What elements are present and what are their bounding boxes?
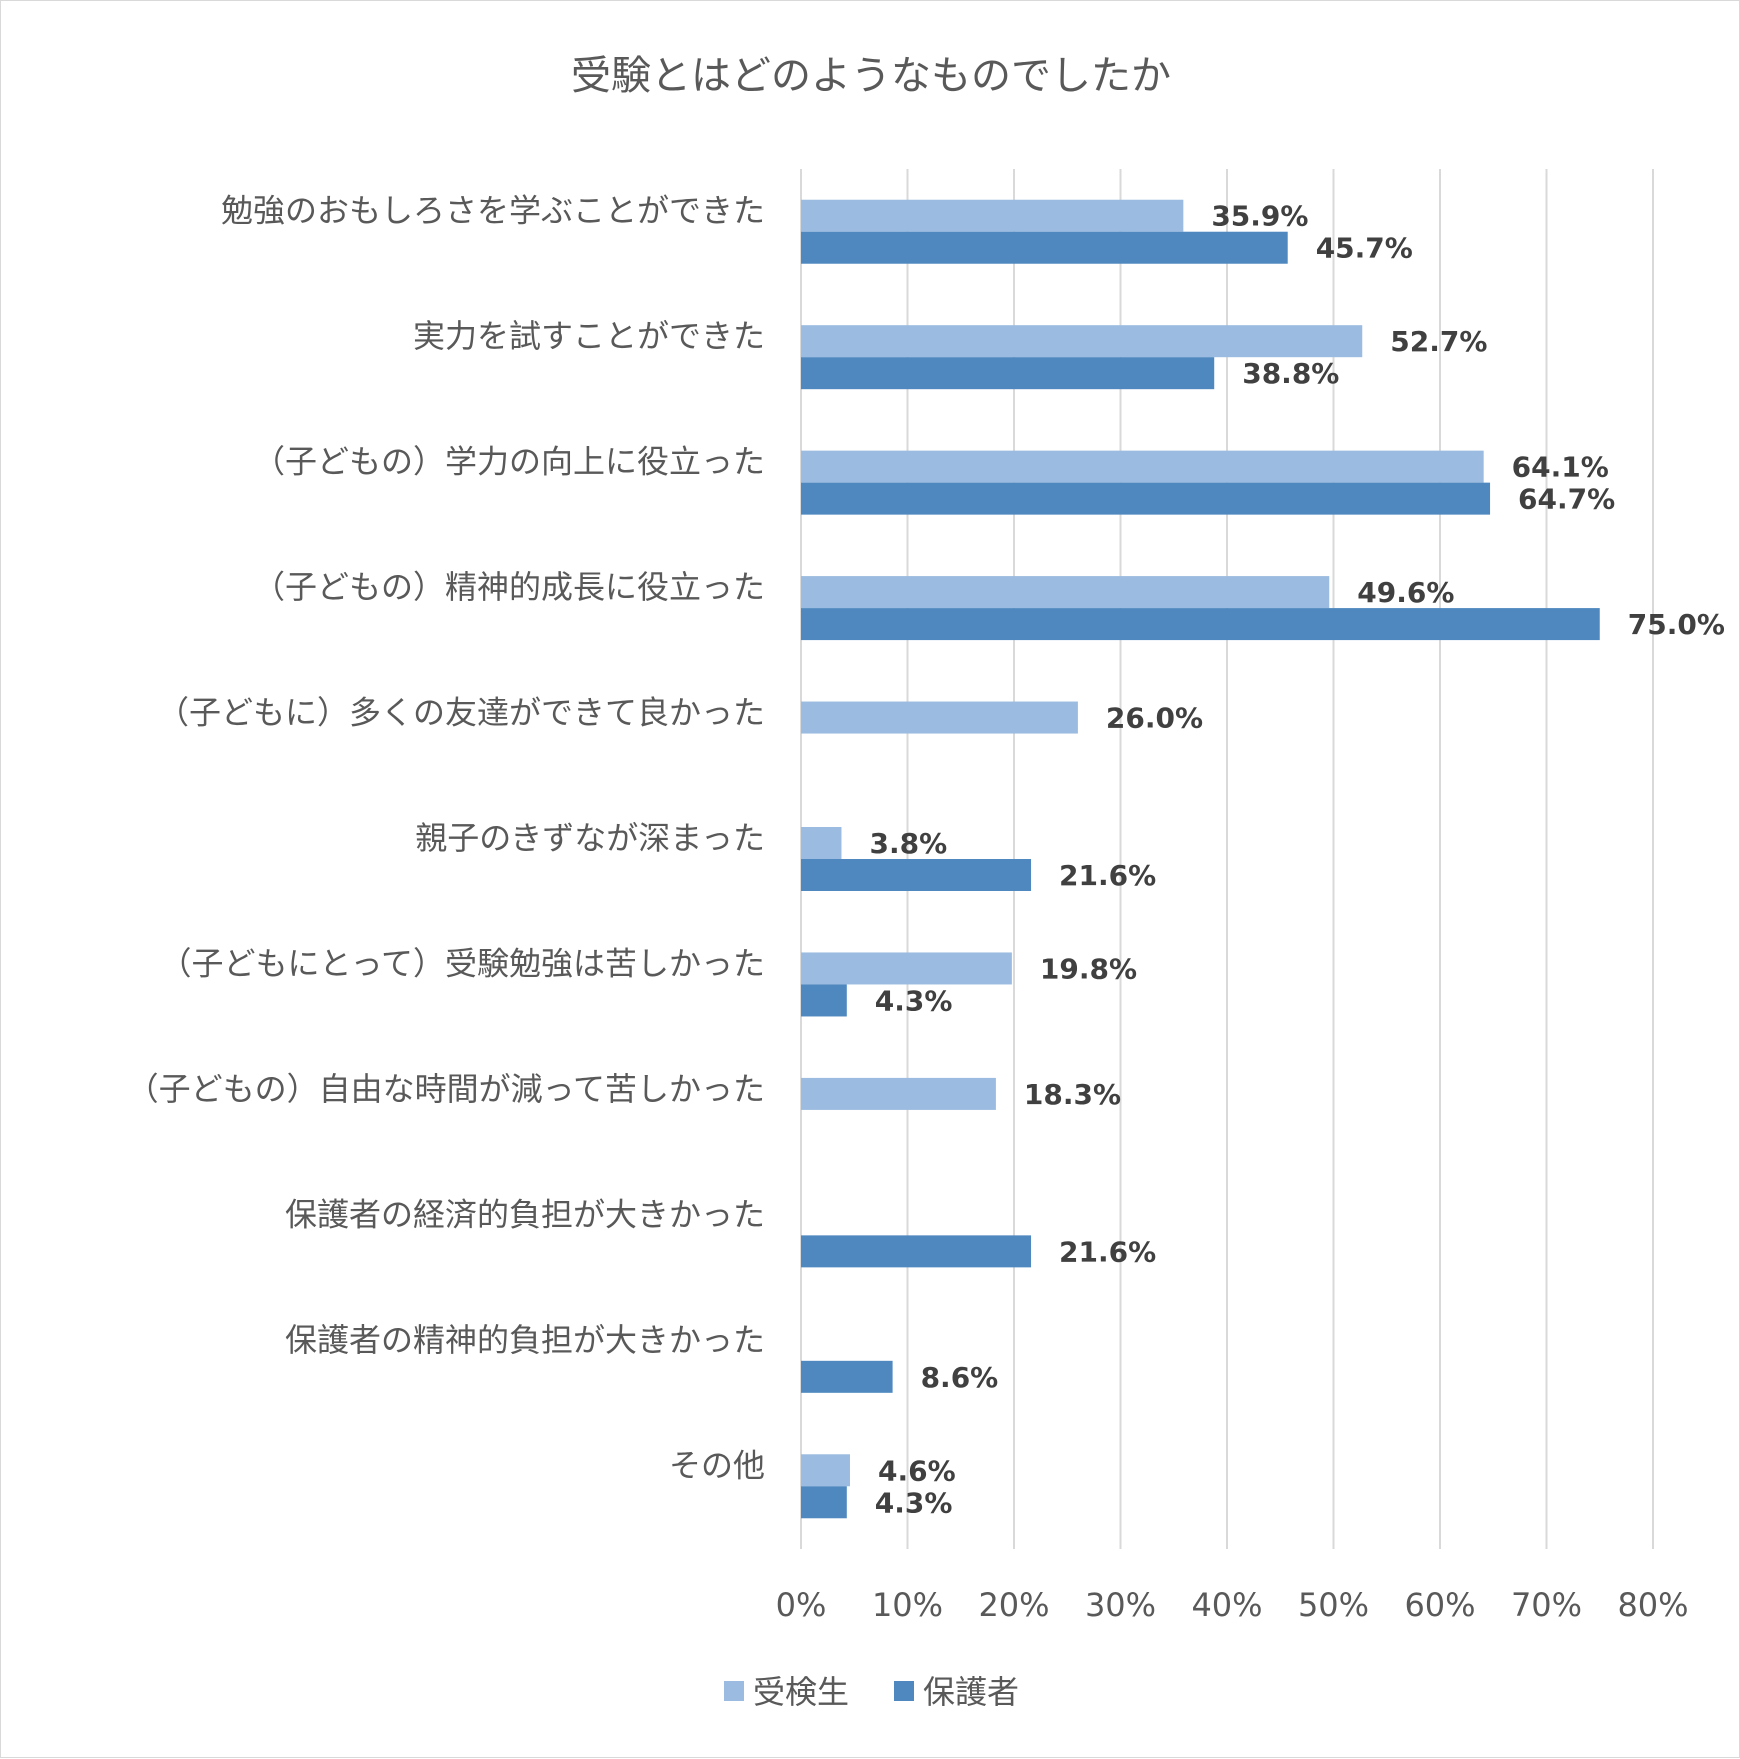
category-label: （子どもにとって）受験勉強は苦しかった [160, 944, 765, 982]
category-label: 保護者の精神的負担が大きかった [285, 1321, 765, 1359]
bar-保護者 [801, 859, 1032, 891]
bar-保護者 [801, 1360, 893, 1393]
category-label: 実力を試すことができた [413, 317, 765, 355]
data-label: 21.6% [1059, 1235, 1156, 1268]
data-label: 45.7% [1316, 232, 1413, 265]
bar-保護者 [801, 231, 1288, 264]
data-label: 4.3% [875, 984, 953, 1017]
category-label: 保護者の経済的負担が大きかった [285, 1195, 765, 1233]
bar-受検生 [801, 450, 1484, 483]
bar-受検生 [801, 1077, 996, 1110]
x-tick-label: 70% [1511, 1586, 1582, 1624]
data-label: 75.0% [1628, 608, 1725, 641]
data-labels: 35.9%45.7% 52.7% 38.8% 64.1%64.7% 49.6% 75.0%… [869, 200, 1724, 1520]
x-tick-label: 0% [776, 1586, 827, 1624]
legend-label-保護者: 保護者 [923, 1673, 1019, 1711]
data-label: 26.0% [1106, 702, 1203, 735]
data-label: 64.7% [1518, 483, 1615, 516]
bar-受検生 [801, 701, 1078, 734]
category-label: その他 [669, 1446, 765, 1484]
x-tick-label: 80% [1617, 1586, 1688, 1624]
gridlines [800, 169, 1654, 1549]
bar-保護者 [801, 482, 1491, 515]
bar-保護者 [801, 1486, 847, 1519]
data-label: 35.9% [1211, 200, 1308, 233]
category-label: （子どもの）学力の向上に役立った [253, 443, 765, 481]
bar-受検生 [801, 827, 842, 859]
x-tick-label: 10% [872, 1586, 943, 1624]
category-label: 親子のきずなが深まった [415, 819, 765, 857]
bar-受検生 [801, 325, 1363, 358]
x-tick-label: 20% [978, 1586, 1049, 1624]
bars [801, 199, 1600, 1519]
bar-保護者 [801, 984, 847, 1017]
chart-title: 受験とはどのようなものでしたか [571, 53, 1171, 99]
bar-保護者 [801, 357, 1215, 390]
bar-受検生 [801, 1454, 850, 1487]
legend: 受検生 保護者 [724, 1673, 1019, 1711]
category-label: （子どもに）多くの友達ができて良かった [157, 694, 765, 732]
category-label: （子どもの）精神的成長に役立った [253, 568, 765, 606]
x-tick-label: 40% [1191, 1586, 1262, 1624]
bar-保護者 [801, 1235, 1032, 1268]
data-label: 38.8% [1242, 357, 1339, 390]
data-label: 52.7% [1390, 325, 1487, 358]
x-axis-ticks: 0% 10% 20% 30% 40% 50% 60% 70% 80% [776, 1586, 1689, 1624]
legend-swatch-受検生 [724, 1681, 744, 1701]
data-label: 21.6% [1059, 859, 1156, 892]
x-tick-label: 50% [1298, 1586, 1369, 1624]
data-label: 3.8% [869, 827, 947, 860]
data-label: 4.6% [878, 1454, 956, 1487]
x-tick-label: 60% [1404, 1586, 1475, 1624]
category-label: 勉強のおもしろさを学ぶことができた [221, 192, 765, 230]
category-label: （子どもの）自由な時間が減って苦しかった [127, 1070, 765, 1108]
legend-label-受検生: 受検生 [753, 1673, 849, 1711]
data-label: 4.3% [875, 1486, 953, 1519]
bar-受検生 [801, 576, 1330, 609]
data-label: 64.1% [1512, 451, 1609, 484]
data-label: 18.3% [1024, 1078, 1121, 1111]
legend-swatch-保護者 [894, 1681, 914, 1701]
data-label: 49.6% [1357, 576, 1454, 609]
data-label: 19.8% [1040, 952, 1137, 985]
data-label: 8.6% [921, 1361, 999, 1394]
x-tick-label: 30% [1085, 1586, 1156, 1624]
bar-受検生 [801, 199, 1184, 232]
bar-保護者 [801, 608, 1600, 641]
bar-受検生 [801, 952, 1012, 985]
